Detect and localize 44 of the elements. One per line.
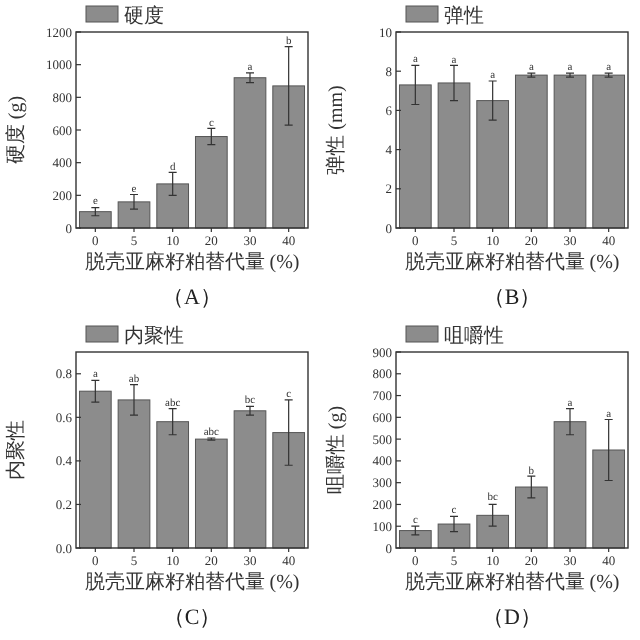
bar: [272, 432, 306, 549]
bar: [398, 530, 432, 549]
bar: [156, 421, 190, 549]
x-axis-title: 脱壳亚麻籽粕替代量 (%): [84, 570, 300, 594]
bar: [514, 74, 548, 229]
y-axis-title: 弹性 (mm): [324, 85, 348, 175]
bar: [272, 85, 306, 229]
bar: [194, 136, 228, 229]
text: （C）: [162, 606, 222, 630]
y-axis-title: 硬度 (g): [4, 95, 28, 165]
bar: [117, 399, 151, 549]
legend: 咀嚼性: [405, 325, 504, 348]
text: （D）: [482, 606, 542, 630]
legend-label: 弹性: [444, 4, 484, 28]
bar: [398, 84, 432, 229]
legend: 内聚性: [85, 325, 184, 348]
bar: [437, 82, 471, 229]
y-axis-title: 咀嚼性 (g): [324, 405, 348, 495]
bar: [233, 77, 267, 229]
legend: 弹性: [405, 5, 484, 28]
bar: [592, 74, 626, 229]
bar: [194, 438, 228, 549]
legend-label: 内聚性: [124, 324, 184, 348]
bar: [233, 410, 267, 549]
bar: [476, 514, 510, 549]
bar: [476, 100, 510, 229]
x-axis-title: 脱壳亚麻籽粕替代量 (%): [84, 250, 300, 274]
x-axis-title: 脱壳亚麻籽粕替代量 (%): [404, 570, 620, 594]
legend-label: 硬度: [124, 4, 164, 28]
bar: [592, 449, 626, 549]
bar: [156, 183, 190, 229]
bar: [553, 421, 587, 549]
bar: [437, 523, 471, 549]
bar: [553, 74, 587, 229]
y-axis-title: 内聚性: [4, 420, 28, 480]
bar: [78, 390, 112, 549]
legend-label: 咀嚼性: [444, 324, 504, 348]
bar: [78, 211, 112, 229]
legend: 硬度: [85, 5, 164, 28]
bar: [514, 486, 548, 549]
text: （B）: [482, 286, 542, 310]
x-axis-title: 脱壳亚麻籽粕替代量 (%): [404, 250, 620, 274]
text: （A）: [162, 286, 222, 310]
bar: [117, 201, 151, 229]
